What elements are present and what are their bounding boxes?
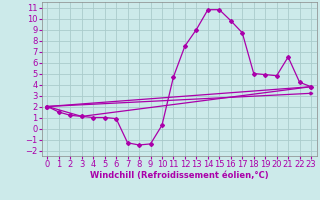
X-axis label: Windchill (Refroidissement éolien,°C): Windchill (Refroidissement éolien,°C)	[90, 171, 268, 180]
